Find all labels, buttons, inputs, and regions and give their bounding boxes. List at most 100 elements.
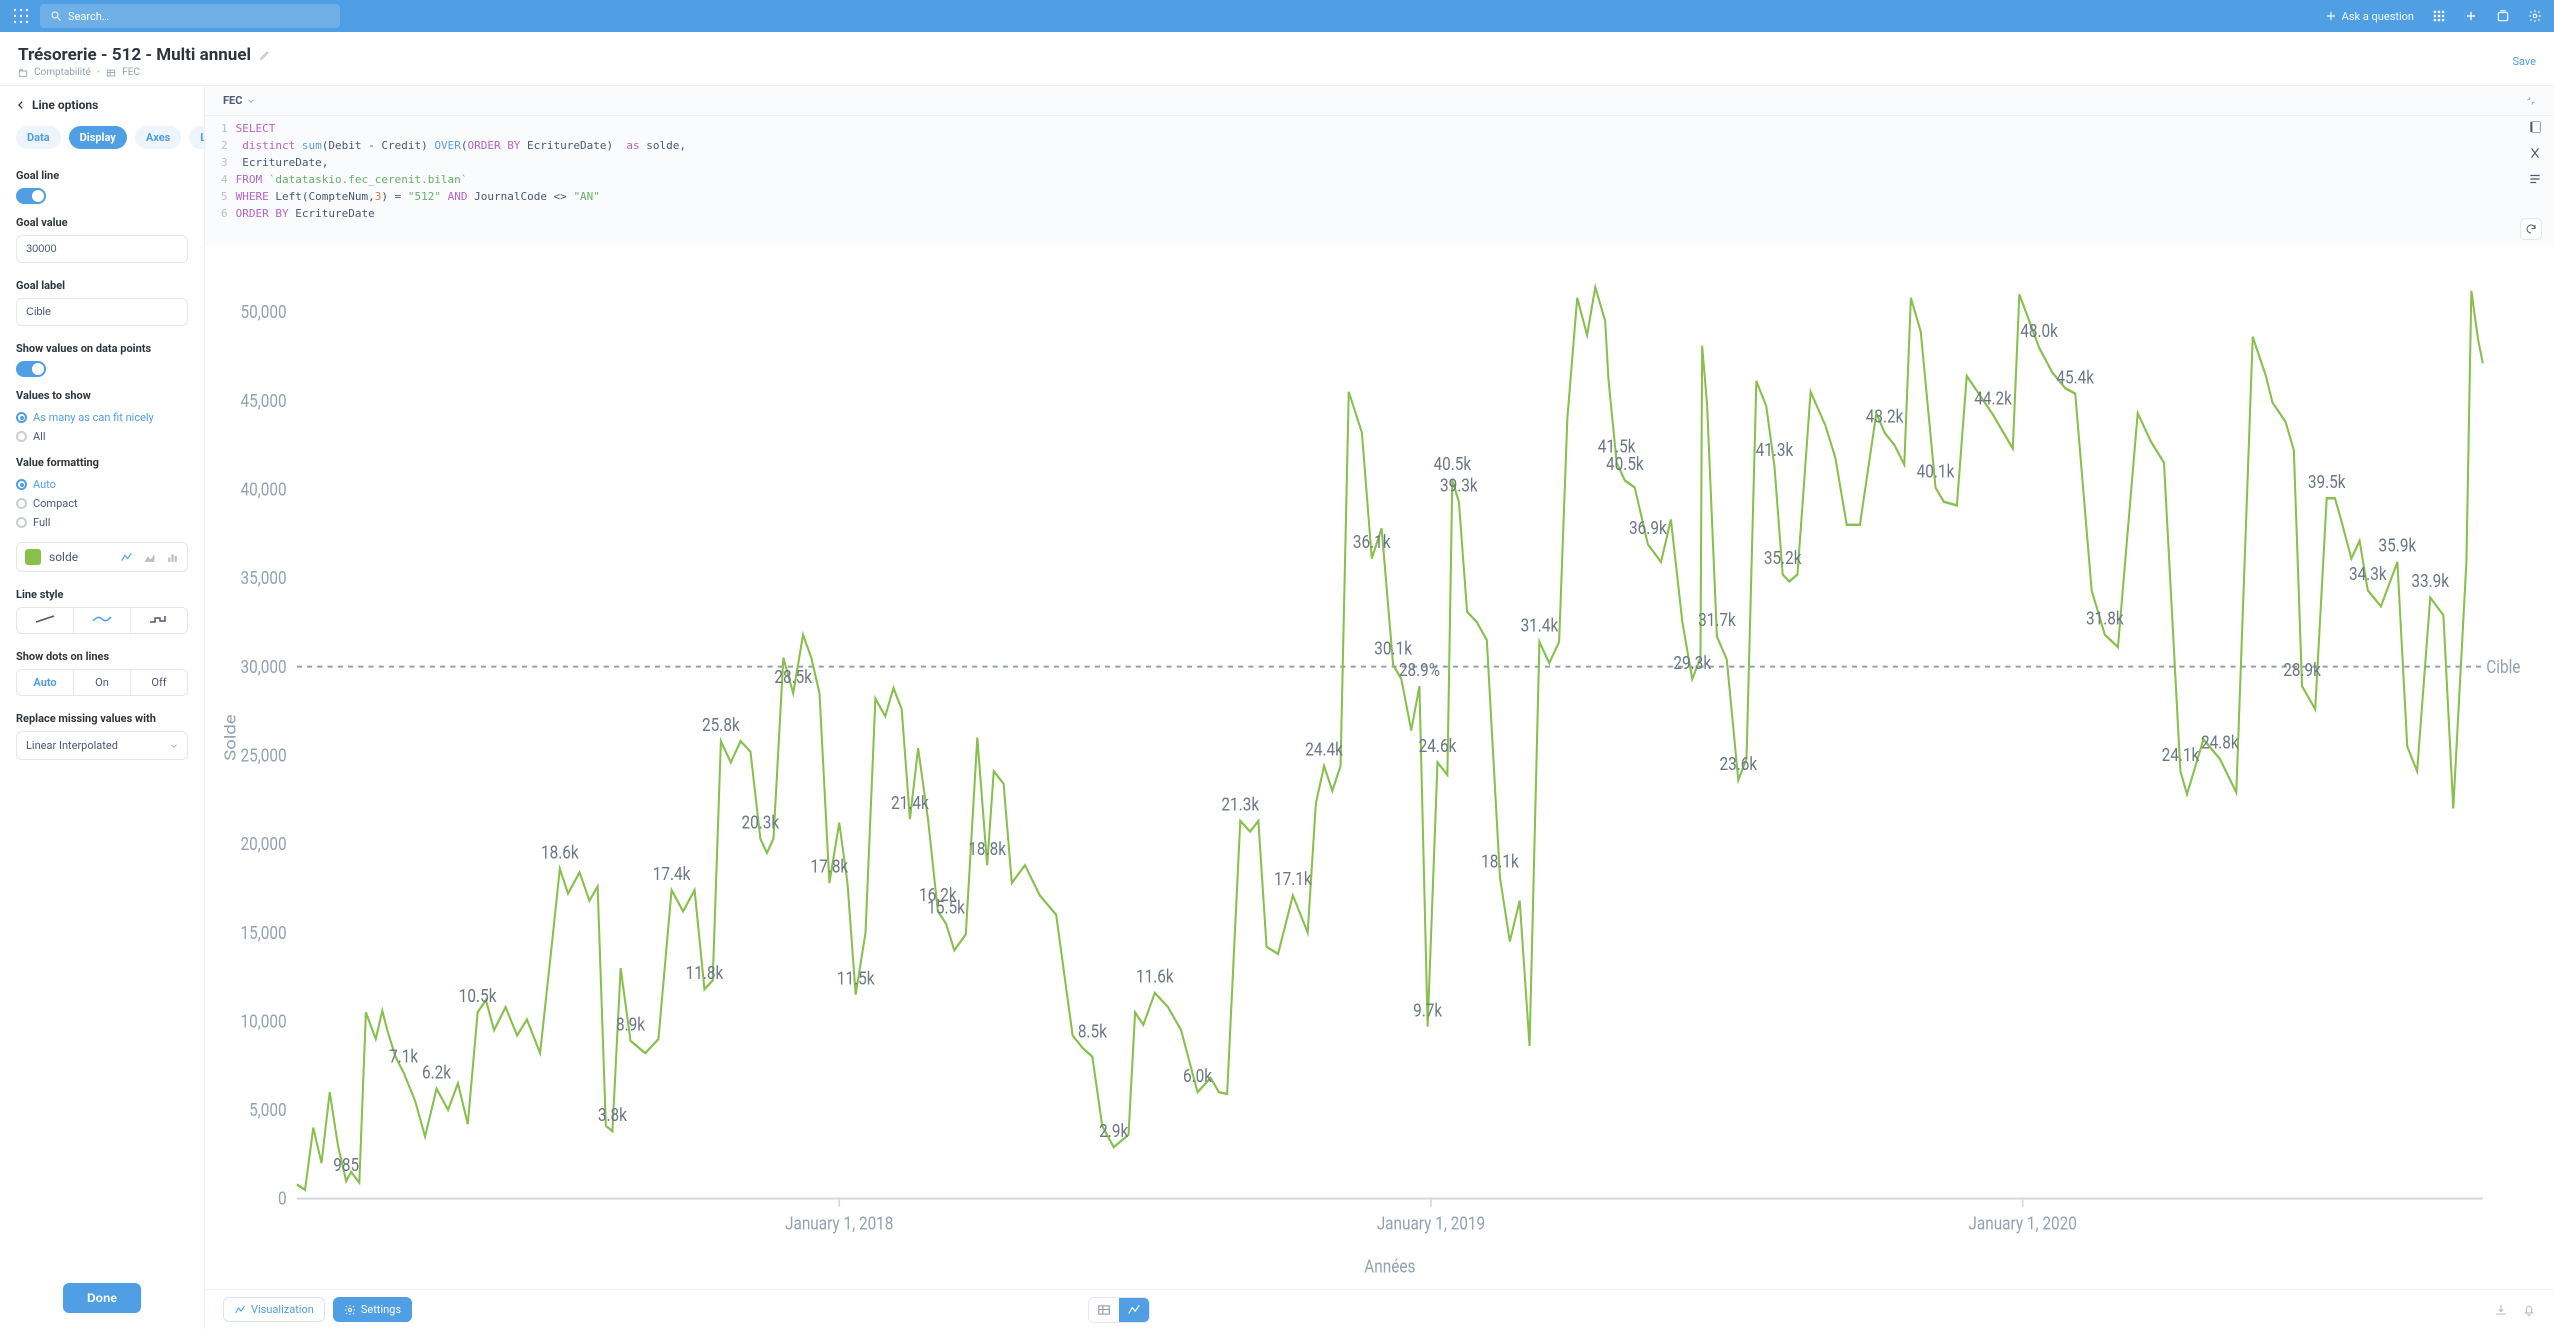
collection-icon[interactable]: [2496, 9, 2510, 23]
contract-editor-icon[interactable]: [2526, 96, 2536, 106]
svg-text:Années: Années: [1364, 1256, 1415, 1278]
svg-text:17.1k: 17.1k: [1274, 869, 1312, 891]
bar-type-icon[interactable]: [166, 551, 179, 564]
refresh-icon: [2525, 223, 2537, 235]
page-title: Trésorerie - 512 - Multi annuel: [18, 45, 251, 65]
svg-text:50,000: 50,000: [240, 302, 286, 324]
editor-gutter: 123456: [213, 120, 236, 222]
svg-text:2.9k: 2.9k: [1099, 1121, 1128, 1143]
show-dots-segment: Auto On Off: [16, 669, 188, 696]
top-navigation-bar: Search… Ask a question: [0, 0, 2554, 32]
svg-text:6.0k: 6.0k: [1183, 1066, 1212, 1088]
plus-icon[interactable]: [2464, 9, 2478, 23]
goal-label-input[interactable]: [16, 298, 188, 326]
replace-missing-label: Replace missing values with: [16, 712, 188, 725]
breadcrumb-table[interactable]: FEC: [122, 67, 140, 78]
svg-text:31.7k: 31.7k: [1698, 610, 1736, 632]
ask-question-button[interactable]: Ask a question: [2324, 9, 2414, 23]
svg-text:40.5k: 40.5k: [1606, 454, 1644, 476]
app-logo-icon[interactable]: [12, 7, 30, 25]
goal-value-label: Goal value: [16, 216, 188, 229]
visualization-button[interactable]: Visualization: [223, 1297, 325, 1322]
svg-text:6.2k: 6.2k: [422, 1062, 451, 1084]
ask-question-label: Ask a question: [2342, 10, 2414, 23]
view-mode-table[interactable]: [1089, 1298, 1119, 1322]
svg-text:28.9%: 28.9%: [1399, 660, 1440, 682]
series-color-swatch[interactable]: [25, 549, 41, 565]
svg-text:35.9k: 35.9k: [2379, 535, 2417, 557]
snippets-icon[interactable]: [2528, 172, 2542, 186]
show-values-label: Show values on data points: [16, 342, 188, 355]
database-name[interactable]: FEC: [223, 94, 242, 107]
svg-text:10.5k: 10.5k: [459, 986, 497, 1008]
svg-text:8.9k: 8.9k: [616, 1014, 645, 1036]
svg-text:40.5k: 40.5k: [1433, 454, 1471, 476]
tab-data[interactable]: Data: [16, 126, 61, 149]
svg-text:7.1k: 7.1k: [389, 1046, 418, 1068]
svg-text:11.8k: 11.8k: [686, 963, 724, 985]
show-dots-label: Show dots on lines: [16, 650, 188, 663]
sql-editor[interactable]: 123456 SELECT distinct sum(Debit - Credi…: [205, 116, 2554, 246]
value-formatting-full[interactable]: Full: [16, 516, 188, 529]
svg-text:24.6k: 24.6k: [1419, 736, 1457, 758]
line-style-curved[interactable]: [73, 608, 130, 633]
values-to-show-nice[interactable]: As many as can fit nicely: [16, 411, 188, 424]
settings-button[interactable]: Settings: [333, 1297, 412, 1322]
gear-icon: [344, 1304, 356, 1316]
svg-text:20,000: 20,000: [240, 834, 286, 856]
editor-code[interactable]: SELECT distinct sum(Debit - Credit) OVER…: [236, 120, 686, 222]
line-style-stepped[interactable]: [130, 608, 187, 633]
value-formatting-auto[interactable]: Auto: [16, 478, 188, 491]
view-mode-chart[interactable]: [1119, 1298, 1149, 1322]
done-button[interactable]: Done: [63, 1283, 141, 1313]
line-type-icon[interactable]: [120, 551, 133, 564]
svg-text:24.8k: 24.8k: [2201, 732, 2239, 754]
back-button[interactable]: Line options: [16, 98, 188, 112]
svg-text:23.6k: 23.6k: [1719, 754, 1757, 776]
svg-text:41.3k: 41.3k: [1756, 440, 1794, 462]
values-to-show-label: Values to show: [16, 389, 188, 402]
replace-missing-select[interactable]: Linear Interpolated: [16, 731, 188, 760]
show-values-toggle[interactable]: [16, 361, 46, 377]
edit-title-icon[interactable]: [259, 49, 271, 61]
goal-line-toggle[interactable]: [16, 188, 46, 204]
tab-labels[interactable]: Labels: [189, 126, 205, 149]
search-input[interactable]: Search…: [40, 4, 340, 28]
tab-display[interactable]: Display: [69, 126, 127, 149]
variables-icon[interactable]: [2528, 146, 2542, 160]
svg-text:31.8k: 31.8k: [2086, 608, 2124, 630]
svg-text:24.4k: 24.4k: [1305, 739, 1343, 761]
values-to-show-all[interactable]: All: [16, 430, 188, 443]
series-row[interactable]: solde: [16, 542, 188, 572]
svg-text:January 1, 2018: January 1, 2018: [785, 1213, 893, 1235]
chevron-down-icon[interactable]: [246, 96, 256, 106]
visualization-label: Visualization: [251, 1303, 314, 1316]
value-formatting-compact[interactable]: Compact: [16, 497, 188, 510]
line-style-straight[interactable]: [17, 608, 73, 633]
bell-icon[interactable]: [2522, 1303, 2536, 1317]
breadcrumb-collection[interactable]: Comptabilité: [34, 67, 91, 78]
save-button[interactable]: Save: [2512, 55, 2536, 68]
line-style-segment: [16, 607, 188, 634]
run-query-button[interactable]: [2520, 218, 2542, 240]
svg-text:11.5k: 11.5k: [837, 968, 875, 990]
svg-text:10,000: 10,000: [240, 1011, 286, 1033]
svg-text:45.4k: 45.4k: [2056, 367, 2094, 389]
chevron-left-icon: [16, 100, 26, 110]
download-icon[interactable]: [2494, 1303, 2508, 1317]
gear-icon[interactable]: [2528, 9, 2542, 23]
show-dots-auto[interactable]: Auto: [17, 670, 73, 695]
svg-text:40,000: 40,000: [240, 479, 286, 501]
svg-text:Cible: Cible: [2486, 656, 2520, 678]
svg-text:11.6k: 11.6k: [1136, 966, 1174, 988]
goal-label-label: Goal label: [16, 279, 188, 292]
area-type-icon[interactable]: [143, 551, 156, 564]
tab-axes[interactable]: Axes: [135, 126, 181, 149]
show-dots-on[interactable]: On: [73, 670, 130, 695]
goal-value-input[interactable]: [16, 235, 188, 263]
apps-grid-icon[interactable]: [2432, 9, 2446, 23]
data-reference-icon[interactable]: [2528, 120, 2542, 134]
show-dots-off[interactable]: Off: [130, 670, 187, 695]
svg-text:30,000: 30,000: [240, 656, 286, 678]
svg-text:36.1k: 36.1k: [1353, 532, 1391, 554]
